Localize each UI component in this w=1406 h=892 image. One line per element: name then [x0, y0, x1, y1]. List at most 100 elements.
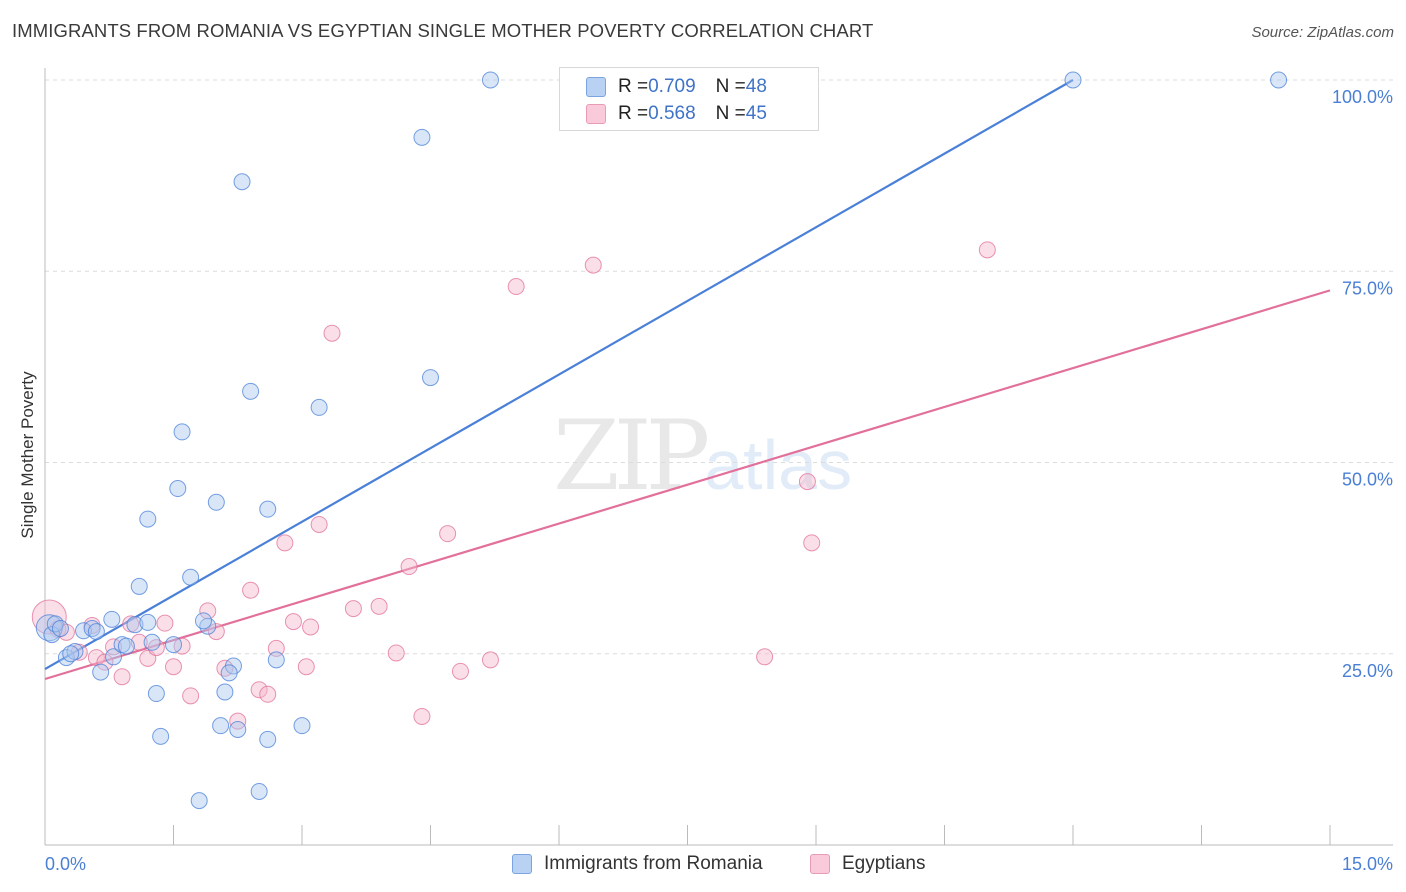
legend-n-value: 45 — [745, 103, 767, 124]
chart-title: IMMIGRANTS FROM ROMANIA VS EGYPTIAN SING… — [12, 20, 874, 41]
point-egyptians — [323, 324, 341, 342]
legend-swatch-pink — [586, 104, 606, 124]
legend-n-label: N = — [715, 103, 746, 124]
point-romania — [51, 620, 69, 638]
point-egyptians — [130, 633, 148, 651]
legend-n-label: N = — [715, 76, 746, 97]
point-egyptians — [798, 473, 816, 491]
legend-row-egyptians: R = 0.568 N = 45 — [586, 103, 767, 125]
point-egyptians — [165, 658, 182, 676]
y-tick-label: 50.0% — [1342, 470, 1393, 490]
point-romania — [1064, 71, 1082, 89]
point-egyptians — [302, 618, 320, 636]
point-egyptians — [756, 648, 774, 666]
point-egyptians — [207, 623, 225, 641]
point-egyptians — [451, 662, 469, 680]
point-romania — [103, 610, 121, 628]
point-romania — [413, 128, 431, 146]
correlation-legend: R = 0.709 N = 48 R = 0.568 N = 45 — [559, 67, 819, 131]
point-egyptians — [259, 685, 277, 703]
trend-lines — [44, 79, 1331, 681]
point-egyptians — [803, 534, 821, 552]
point-romania — [220, 664, 238, 682]
legend-n-value: 48 — [745, 76, 767, 97]
point-romania — [147, 685, 165, 703]
point-romania — [293, 717, 311, 735]
point-egyptians — [156, 614, 174, 632]
point-egyptians — [344, 600, 362, 618]
point-romania — [310, 398, 328, 416]
legend-row-romania: R = 0.709 N = 48 — [586, 76, 767, 98]
point-romania — [481, 71, 499, 89]
point-romania — [169, 480, 187, 498]
point-romania — [422, 369, 439, 387]
point-egyptians — [400, 558, 418, 576]
point-romania — [165, 636, 182, 654]
point-egyptians — [481, 651, 499, 669]
point-romania — [152, 727, 170, 745]
bottom-legend-romania: Immigrants from Romania — [512, 852, 763, 876]
point-romania — [62, 645, 80, 663]
bottom-legend-swatch-pink — [810, 854, 830, 874]
point-romania — [126, 616, 144, 634]
y-tick-label: 75.0% — [1342, 278, 1393, 298]
legend-swatch-blue — [586, 77, 606, 97]
bottom-legend-swatch-blue — [512, 854, 532, 874]
point-romania — [194, 612, 212, 630]
point-romania — [207, 493, 225, 511]
point-egyptians — [96, 653, 114, 671]
point-egyptians — [113, 668, 131, 686]
point-romania — [250, 782, 268, 800]
point-romania — [259, 500, 277, 518]
data-points — [31, 71, 1288, 810]
point-egyptians — [173, 637, 191, 655]
trend-line-egyptians — [44, 289, 1331, 681]
bottom-legend-label: Egyptians — [842, 853, 926, 874]
point-romania — [182, 568, 200, 586]
axes — [44, 68, 1393, 846]
tick-labels: 25.0% 50.0% 75.0% 100.0% 0.0% 15.0% — [45, 87, 1393, 874]
point-egyptians — [182, 687, 200, 705]
point-romania — [46, 615, 64, 633]
point-egyptians — [31, 599, 67, 635]
point-egyptians — [284, 613, 302, 631]
point-romania — [92, 663, 110, 681]
point-egyptians — [978, 241, 996, 259]
bottom-legend-label: Immigrants from Romania — [544, 853, 763, 874]
source-credit: Source: ZipAtlas.com — [1251, 24, 1394, 41]
point-egyptians — [584, 256, 602, 274]
point-romania — [229, 720, 247, 738]
point-romania — [173, 423, 191, 441]
y-tick-label: 100.0% — [1332, 87, 1393, 107]
watermark-zip: ZIP — [553, 400, 710, 512]
y-tick-label: 25.0% — [1342, 661, 1393, 681]
point-romania — [233, 173, 251, 191]
point-romania — [242, 382, 260, 400]
point-egyptians — [242, 581, 260, 599]
legend-r-value: 0.709 — [648, 76, 696, 97]
watermark-atlas: atlas — [704, 426, 853, 504]
gridlines — [45, 79, 1393, 655]
legend-r-label: R = — [618, 103, 649, 124]
point-egyptians — [250, 681, 268, 699]
point-romania — [259, 730, 277, 748]
point-romania — [1270, 71, 1288, 89]
point-romania — [212, 717, 230, 735]
point-romania — [43, 626, 61, 644]
point-romania — [139, 613, 157, 631]
point-egyptians — [507, 278, 525, 296]
x-tick-label: 0.0% — [45, 854, 86, 874]
point-egyptians — [439, 525, 457, 543]
point-romania — [139, 510, 157, 528]
point-romania — [117, 637, 135, 655]
trend-line-romania — [44, 79, 1074, 671]
point-egyptians — [199, 602, 217, 620]
point-romania — [130, 577, 148, 595]
point-romania — [216, 683, 234, 701]
point-egyptians — [370, 597, 388, 615]
point-egyptians — [276, 534, 294, 552]
legend-r-value: 0.568 — [648, 103, 696, 124]
point-egyptians — [297, 658, 315, 676]
point-egyptians — [310, 515, 328, 533]
